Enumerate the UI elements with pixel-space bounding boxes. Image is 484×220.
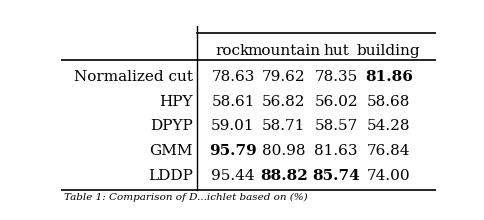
Text: 76.84: 76.84 [367, 144, 410, 158]
Text: 85.74: 85.74 [312, 169, 360, 183]
Text: 56.82: 56.82 [262, 95, 305, 109]
Text: GMM: GMM [150, 144, 193, 158]
Text: 56.02: 56.02 [315, 95, 358, 109]
Text: 58.61: 58.61 [212, 95, 255, 109]
Text: 88.82: 88.82 [260, 169, 307, 183]
Text: 58.57: 58.57 [315, 119, 358, 133]
Text: 81.63: 81.63 [315, 144, 358, 158]
Text: 80.98: 80.98 [262, 144, 305, 158]
Text: 78.63: 78.63 [212, 70, 255, 84]
Text: 95.79: 95.79 [209, 144, 257, 158]
Text: 74.00: 74.00 [367, 169, 410, 183]
Text: hut: hut [323, 44, 349, 58]
Text: LDDP: LDDP [148, 169, 193, 183]
Text: 59.01: 59.01 [211, 119, 255, 133]
Text: 95.44: 95.44 [211, 169, 255, 183]
Text: Normalized cut: Normalized cut [74, 70, 193, 84]
Text: 81.86: 81.86 [365, 70, 413, 84]
Text: 78.35: 78.35 [315, 70, 358, 84]
Text: 54.28: 54.28 [367, 119, 410, 133]
Text: 79.62: 79.62 [262, 70, 305, 84]
Text: 58.68: 58.68 [367, 95, 410, 109]
Text: 58.71: 58.71 [262, 119, 305, 133]
Text: mountain: mountain [247, 44, 320, 58]
Text: Table 1: Comparison of D...ichlet based on (%): Table 1: Comparison of D...ichlet based … [64, 193, 308, 202]
Text: building: building [357, 44, 421, 58]
Text: HPY: HPY [159, 95, 193, 109]
Text: DPYP: DPYP [150, 119, 193, 133]
Text: rock: rock [216, 44, 250, 58]
